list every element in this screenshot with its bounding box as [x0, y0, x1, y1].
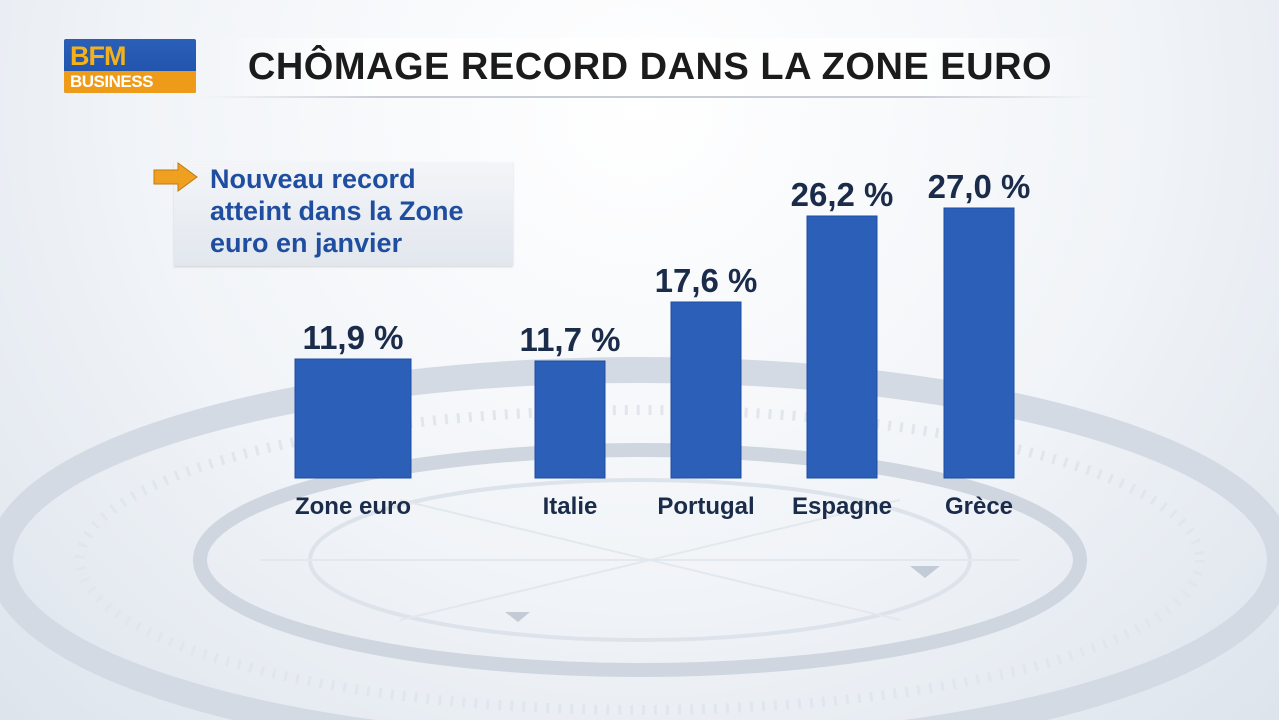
bar-espagne — [806, 215, 878, 479]
category-label-zone-euro: Zone euro — [295, 493, 411, 520]
value-label-zone-euro: 11,9 % — [303, 319, 404, 356]
category-label-portugal: Portugal — [657, 493, 754, 520]
arrow-right-icon — [153, 162, 198, 192]
title-divider — [200, 96, 1100, 98]
bar-zone-euro — [294, 358, 412, 479]
bar-italie — [534, 360, 606, 479]
category-label-espagne: Espagne — [792, 493, 892, 520]
value-label-portugal: 17,6 % — [655, 262, 758, 299]
value-label-grece: 27,0 % — [928, 168, 1031, 205]
bfm-business-logo: BFM BUSINESS — [64, 39, 196, 93]
logo-top-text: BFM — [70, 41, 126, 71]
bar-grece — [943, 207, 1015, 479]
value-label-italie: 11,7 % — [520, 321, 621, 358]
category-label-italie: Italie — [543, 493, 598, 520]
callout-text: Nouveau record atteint dans la Zone euro… — [210, 164, 464, 258]
page-title: CHÔMAGE RECORD DANS LA ZONE EURO — [210, 38, 1090, 96]
logo-bottom-text: BUSINESS — [64, 71, 196, 93]
callout-box — [174, 162, 513, 266]
category-label-grece: Grèce — [945, 493, 1013, 520]
bar-portugal — [670, 301, 742, 479]
value-label-espagne: 26,2 % — [791, 176, 894, 213]
